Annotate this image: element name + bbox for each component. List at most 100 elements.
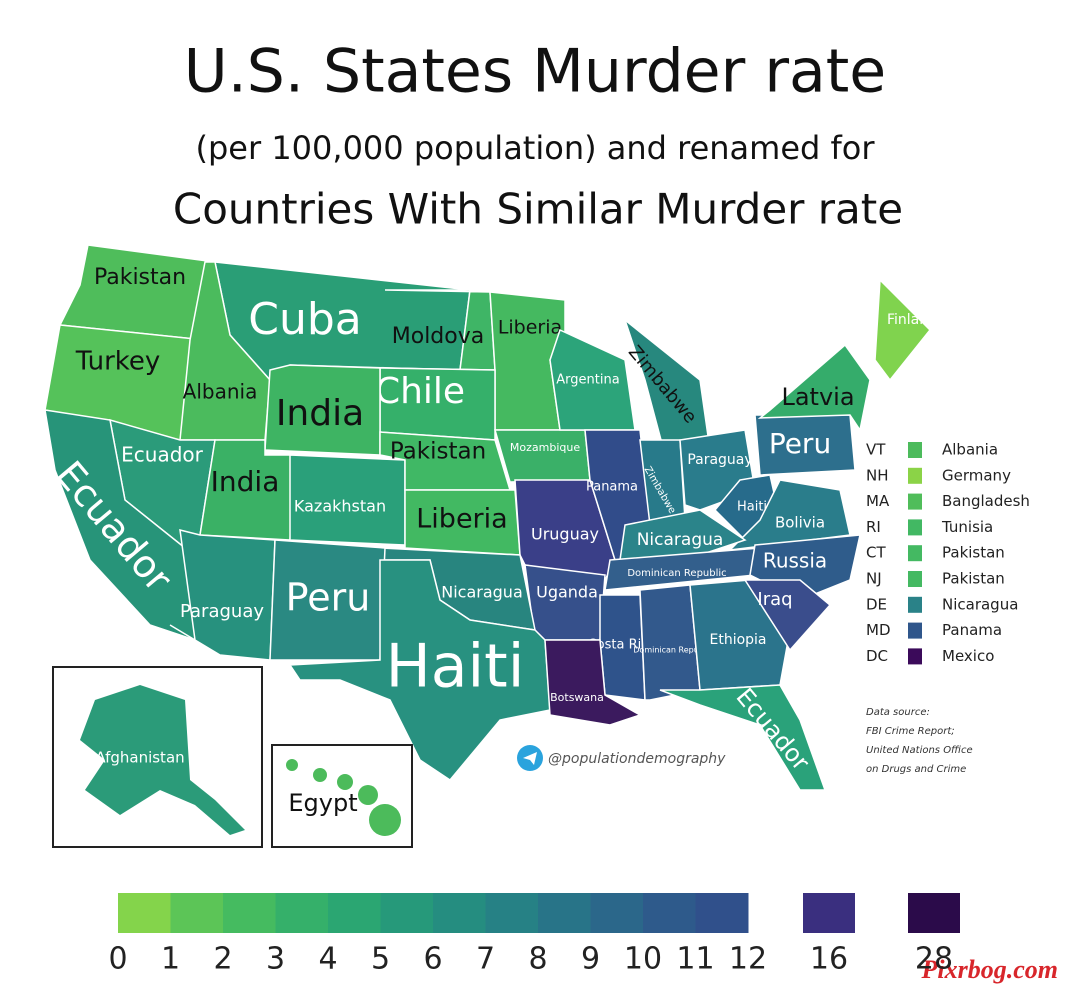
scale-tick-label: 28	[915, 942, 953, 977]
legend-swatch	[908, 519, 922, 536]
state-code: MD	[866, 621, 891, 639]
state-label: Haiti	[386, 632, 525, 702]
state	[599, 594, 646, 701]
scale-swatch	[643, 893, 696, 933]
legend-label: Pakistan	[942, 570, 1005, 588]
state-label: Dominican Republic	[627, 568, 726, 579]
state-label: Uruguay	[531, 525, 599, 544]
watermark: Pixrbog.com	[921, 955, 1059, 984]
state-label: Albania	[183, 380, 258, 404]
legend-swatch	[908, 442, 922, 458]
telegram-icon	[523, 752, 537, 765]
state-code: VT	[866, 441, 886, 459]
states: Pakistan Turkey Cuba Albania Moldova Liberia C…	[44, 244, 937, 791]
state-label: Chile	[375, 371, 465, 412]
hawaii	[337, 774, 353, 790]
state-label: Afghanistan	[95, 749, 184, 767]
state-label: Latvia	[781, 383, 854, 411]
state	[544, 639, 642, 726]
legend-label: Bangladesh	[942, 492, 1030, 510]
state-label: Liberia	[498, 317, 562, 339]
scale-tick-label: 5	[371, 942, 390, 977]
alaska	[80, 685, 245, 835]
state-label: Peru	[286, 576, 371, 620]
title: U.S. States Murder rate	[184, 37, 886, 107]
scale-tick-label: 16	[810, 942, 848, 977]
state-label: Nicaragua	[441, 583, 523, 602]
scale-tick-label: 1	[161, 942, 180, 977]
state-label: Bolivia	[775, 514, 825, 532]
state-code: DC	[866, 647, 888, 665]
state-label: Pakistan	[94, 265, 186, 290]
state	[743, 579, 832, 652]
legend-label: Panama	[942, 621, 1002, 639]
hawaii	[313, 768, 327, 782]
state	[524, 564, 606, 641]
legend-label: Pakistan	[942, 544, 1005, 562]
scale-tick-label: 10	[624, 942, 662, 977]
state-label: India	[211, 465, 280, 498]
legend-swatch	[908, 467, 922, 484]
state-label: Liberia	[416, 504, 507, 535]
state-label: Mozambique	[510, 441, 580, 454]
legend-swatch	[908, 493, 922, 510]
subtitle: (per 100,000 population) and renamed for	[196, 129, 876, 167]
state-label: Cuba	[248, 294, 362, 345]
state	[169, 529, 276, 661]
state	[264, 364, 381, 456]
scale-tick-label: 11	[676, 942, 714, 977]
scale-tick-label: 3	[266, 942, 285, 977]
state-code: NH	[866, 466, 889, 484]
data-source: Data source:	[866, 707, 930, 718]
legend-label: Germany	[942, 466, 1011, 484]
state-label: Paraguay	[687, 452, 752, 468]
state-label: Panama	[586, 480, 638, 495]
scale-tick-label: 8	[528, 942, 547, 977]
state-label: Egypt	[288, 789, 357, 817]
state-label: Iraq	[757, 589, 792, 610]
state	[659, 684, 827, 791]
state-label: Pakistan	[390, 439, 486, 465]
state-label: Peru	[769, 427, 831, 460]
credit: @populationdemography	[548, 751, 726, 767]
scale-swatch	[695, 893, 749, 933]
state	[619, 509, 747, 561]
state-code: CT	[866, 544, 886, 562]
state	[757, 343, 871, 432]
scale-swatch	[485, 893, 539, 933]
state-code: RI	[866, 518, 881, 536]
legend-swatch	[908, 545, 922, 562]
scale-swatch	[908, 893, 960, 933]
state-code: MA	[866, 492, 890, 510]
scale-tick-label: 6	[423, 942, 442, 977]
subtitle: Countries With Similar Murder rate	[173, 185, 903, 234]
state-label: Moldova	[392, 324, 484, 349]
legend-swatch	[908, 622, 922, 639]
scale-swatch	[223, 893, 276, 933]
legend-label: Mexico	[942, 647, 994, 665]
scale-tick-label: 7	[476, 942, 495, 977]
state-label: Russia	[763, 549, 827, 573]
state	[494, 429, 591, 483]
scale-tick-label: 4	[318, 942, 337, 977]
scale-swatch	[803, 893, 855, 933]
data-source: on Drugs and Crime	[866, 764, 966, 775]
hawaii	[286, 759, 298, 771]
state-label: Uganda	[536, 583, 598, 602]
state-label: Ethiopia	[709, 632, 766, 648]
state-label: Argentina	[556, 373, 619, 388]
scale-swatch	[380, 893, 434, 933]
scale-swatch	[433, 893, 486, 933]
state-label: Botswana	[550, 691, 604, 704]
state	[874, 278, 932, 382]
state-label: Haiti	[737, 500, 767, 515]
legend-swatch	[908, 648, 922, 665]
scale-tick-label: 0	[108, 942, 127, 977]
scale-swatch	[538, 893, 591, 933]
legend-label: Tunisia	[941, 518, 993, 536]
state-label: Finland	[887, 312, 937, 328]
hawaii	[358, 785, 378, 805]
state-label: India	[276, 393, 364, 434]
state-label: Nicaragua	[637, 530, 724, 550]
